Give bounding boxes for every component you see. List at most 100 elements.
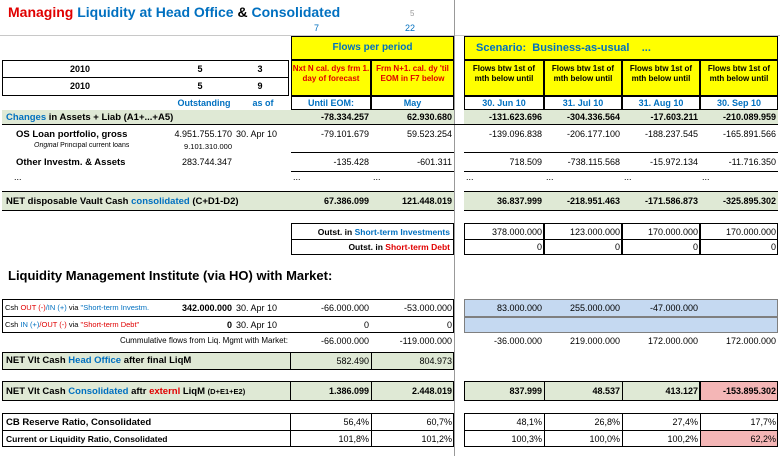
cb-reserve-v5: 27,4% xyxy=(672,417,698,427)
net-vault-v4: -218.951.463 xyxy=(566,196,620,206)
outst-debt-v3: 0 xyxy=(692,242,698,252)
os-loan-v1: -79.101.679 xyxy=(320,129,369,139)
changes-v2: 62.930.680 xyxy=(406,112,452,122)
os-loan-asof: 30. Apr 10 xyxy=(236,129,278,139)
top-number-b: 5 xyxy=(410,9,415,18)
changes-v1: -78.334.257 xyxy=(320,112,369,122)
net-cons-v3: 837.999 xyxy=(509,386,542,396)
current-ratio-v4: 100,0% xyxy=(589,434,620,444)
outst-debt-v2: 0 xyxy=(614,242,620,252)
original-value: 9.101.310.000 xyxy=(184,142,232,151)
current-ratio-v5: 100,2% xyxy=(667,434,698,444)
cb-reserve-v1: 56,4% xyxy=(343,417,369,427)
outst-inv-v4: 170.000.000 xyxy=(725,227,776,237)
net-vault-v2: 121.448.019 xyxy=(401,196,452,206)
current-ratio-v6: 62,2% xyxy=(750,434,776,444)
cumul-v4: 219.000.000 xyxy=(569,336,620,346)
date-head-1: 30. Jun 10 xyxy=(482,98,526,108)
date-head-4: 30. Sep 10 xyxy=(716,98,762,108)
net-vault-v3: 36.837.999 xyxy=(496,196,542,206)
other-label: Other Investm. & Assets xyxy=(16,157,126,168)
dots-1: ... xyxy=(14,172,22,182)
cb-reserve-v4: 26,8% xyxy=(594,417,620,427)
csh-in-v2: 0 xyxy=(446,320,452,330)
btw-header-1: Flows btw 1st of mth below until xyxy=(472,64,536,83)
date-year-2: 2010 xyxy=(69,81,91,91)
net-cons-v5: 413.127 xyxy=(665,386,698,396)
cb-reserve-v2: 60,7% xyxy=(426,417,452,427)
net-vault-label: NET disposable Vault Cash consolidated (… xyxy=(6,196,239,207)
other-v3: 718.509 xyxy=(509,157,542,167)
scenario-title: Scenario: Business-as-usual ... xyxy=(476,42,651,54)
btw-header-2: Flows btw 1st of mth below until xyxy=(551,64,615,83)
title-part3: & xyxy=(237,4,248,20)
date-head-3: 31. Aug 10 xyxy=(638,98,684,108)
csh-out-v1: -66.000.000 xyxy=(320,303,369,313)
dots-5: ... xyxy=(546,172,554,182)
title-part4: Consolidated xyxy=(251,4,341,20)
outst-inv-v3: 170.000.000 xyxy=(647,227,698,237)
net-vault-v1: 67.386.099 xyxy=(323,196,369,206)
outst-inv-v1: 378.000.000 xyxy=(491,227,542,237)
os-loan-label: OS Loan portfolio, gross xyxy=(16,129,128,140)
changes-v5: -17.603.211 xyxy=(650,112,698,122)
current-ratio-v2: 101,2% xyxy=(421,434,452,444)
net-vault-v6: -325.895.302 xyxy=(722,196,776,206)
csh-in-asof: 30. Apr 10 xyxy=(236,320,278,330)
cb-reserve-label: CB Reserve Ratio, Consolidated xyxy=(6,417,152,428)
os-loan-out: 4.951.755.170 xyxy=(174,129,232,139)
scenario-box xyxy=(464,36,778,60)
cumul-v6: 172.000.000 xyxy=(725,336,776,346)
top-number-a: 7 xyxy=(314,23,320,33)
frm-header: Frm N+1. cal. dy 'til EOM in F7 below xyxy=(376,64,449,83)
net-cons-v2: 2.448.019 xyxy=(411,386,452,396)
net-vault-v5: -171.586.873 xyxy=(644,196,698,206)
csh-out-v4: 255.000.000 xyxy=(569,303,620,313)
date-day-1: 3 xyxy=(257,64,263,74)
cumul-label: Cummulative flows from Liq. Mgmt with Ma… xyxy=(119,336,288,345)
cb-reserve-v3: 48,1% xyxy=(516,417,542,427)
frm-header-box xyxy=(371,60,454,96)
outstanding-head: Outstanding xyxy=(177,98,231,108)
other-v6: -11.716.350 xyxy=(728,157,776,167)
net-ho-label: NET Vlt Cash Head Office after final Liq… xyxy=(6,355,192,366)
title-part2: Liquidity at Head Office xyxy=(77,4,234,20)
other-v1: -135.428 xyxy=(333,157,369,167)
current-ratio-v3: 100,3% xyxy=(511,434,542,444)
csh-out-asof: 30. Apr 10 xyxy=(236,303,278,313)
outst-inv-label: Outst. in Short-term Investments xyxy=(317,227,450,237)
current-ratio-v1: 101,8% xyxy=(338,434,369,444)
csh-out-v5: -47.000.000 xyxy=(649,303,698,313)
csh-out-v2: -53.000.000 xyxy=(403,303,452,313)
csh-out-v3: 83.000.000 xyxy=(496,303,542,313)
net-cons-v6: -153.895.302 xyxy=(722,386,776,396)
net-ho-v2: 804.973 xyxy=(419,356,452,366)
may-head: May xyxy=(403,98,422,108)
as-of-head: as of xyxy=(252,98,274,108)
outst-debt-v4: 0 xyxy=(770,242,776,252)
top-number-c: 22 xyxy=(405,23,416,33)
net-cons-label: NET Vlt Cash Consolidated aftr externl L… xyxy=(6,386,246,397)
btw-header-4: Flows btw 1st of mth below until xyxy=(707,64,771,83)
current-ratio-label: Current or Liquidity Ratio, Consolidated xyxy=(6,434,168,444)
changes-v4: -304.336.564 xyxy=(566,112,620,122)
cumul-v2: -119.000.000 xyxy=(399,336,452,346)
nxt-header-box xyxy=(291,60,371,96)
until-eom-head: Until EOM: xyxy=(308,98,354,108)
os-loan-v4: -206.177.100 xyxy=(566,129,620,139)
dots-2: ... xyxy=(293,172,301,182)
dots-6: ... xyxy=(624,172,632,182)
os-loan-v5: -188.237.545 xyxy=(644,129,698,139)
date-year-1: 2010 xyxy=(69,64,91,74)
other-v2: -601.311 xyxy=(417,157,452,167)
os-loan-v6: -165.891.566 xyxy=(722,129,776,139)
title-part1: Managing xyxy=(8,4,74,20)
os-loan-v3: -139.096.838 xyxy=(488,129,542,139)
flows-header: Flows per period xyxy=(332,42,413,53)
os-loan-v2: 59.523.254 xyxy=(406,129,452,139)
csh-out-label: Csh OUT (-)/IN (+) via "Short-term Inves… xyxy=(5,303,150,312)
cumul-v5: 172.000.000 xyxy=(647,336,698,346)
page-title: Managing Liquidity at Head Office & Cons… xyxy=(8,4,340,20)
lmi-title: Liquidity Management Institute (via HO) … xyxy=(8,268,333,283)
cumul-v3: -36.000.000 xyxy=(493,336,542,346)
